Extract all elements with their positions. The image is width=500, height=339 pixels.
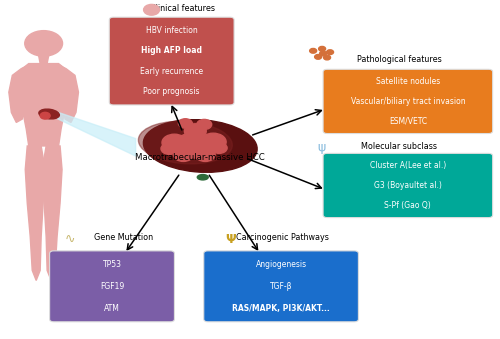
FancyBboxPatch shape: [323, 153, 492, 218]
Circle shape: [324, 55, 330, 60]
Text: HBV infection: HBV infection: [146, 26, 198, 35]
Circle shape: [200, 133, 226, 151]
Circle shape: [184, 124, 206, 139]
Circle shape: [161, 143, 178, 154]
FancyBboxPatch shape: [50, 251, 174, 322]
Circle shape: [40, 112, 50, 119]
Text: Carcinogenic Pathways: Carcinogenic Pathways: [236, 233, 329, 242]
Circle shape: [144, 4, 160, 15]
Circle shape: [320, 51, 326, 56]
Text: S-Pf (Gao Q): S-Pf (Gao Q): [384, 201, 431, 210]
Ellipse shape: [198, 175, 208, 180]
Text: G3 (Boyaultet al.): G3 (Boyaultet al.): [374, 181, 442, 190]
Text: ESM/VETC: ESM/VETC: [389, 117, 427, 125]
Text: Early recurrence: Early recurrence: [140, 67, 203, 76]
Text: FGF19: FGF19: [100, 282, 124, 291]
Circle shape: [310, 48, 316, 53]
Polygon shape: [20, 64, 67, 146]
Circle shape: [162, 134, 187, 151]
Text: Angiogenesis: Angiogenesis: [256, 260, 306, 269]
Polygon shape: [58, 65, 78, 122]
Text: Molecular subclass: Molecular subclass: [361, 142, 437, 151]
Polygon shape: [56, 112, 136, 156]
Circle shape: [211, 143, 227, 153]
Circle shape: [176, 133, 213, 158]
Text: Satellite nodules: Satellite nodules: [376, 77, 440, 86]
Circle shape: [178, 119, 192, 128]
Text: Poor prognosis: Poor prognosis: [144, 87, 200, 97]
Circle shape: [196, 148, 215, 161]
Text: ATM: ATM: [104, 304, 120, 313]
FancyBboxPatch shape: [323, 69, 492, 134]
Text: High AFP load: High AFP load: [141, 46, 202, 55]
Circle shape: [318, 46, 326, 51]
Circle shape: [25, 31, 62, 56]
Text: ∿: ∿: [65, 233, 76, 246]
Text: Clinical features: Clinical features: [150, 4, 216, 13]
Circle shape: [314, 55, 322, 59]
Polygon shape: [26, 146, 45, 280]
Polygon shape: [9, 65, 29, 122]
Circle shape: [174, 148, 194, 161]
FancyBboxPatch shape: [110, 17, 234, 105]
Text: RAS/MAPK, PI3K/AKT...: RAS/MAPK, PI3K/AKT...: [232, 304, 330, 313]
Text: Vascular/biliary tract invasion: Vascular/biliary tract invasion: [350, 97, 465, 106]
Ellipse shape: [138, 121, 232, 164]
Text: TGF-β: TGF-β: [270, 282, 292, 291]
Circle shape: [326, 50, 334, 55]
Ellipse shape: [144, 120, 257, 172]
Text: Pathological features: Pathological features: [357, 55, 442, 64]
Text: ψ: ψ: [318, 141, 326, 154]
Text: TP53: TP53: [102, 260, 122, 269]
Circle shape: [197, 119, 212, 129]
Text: Macrotrabecular-massive HCC: Macrotrabecular-massive HCC: [136, 153, 265, 162]
Ellipse shape: [39, 109, 60, 119]
Text: Ψ: Ψ: [225, 233, 235, 246]
Polygon shape: [38, 56, 48, 64]
FancyBboxPatch shape: [204, 251, 358, 322]
Text: Gene Mutation: Gene Mutation: [94, 233, 153, 242]
Polygon shape: [42, 146, 62, 280]
Text: Cluster A(Lee et al.): Cluster A(Lee et al.): [370, 161, 446, 171]
